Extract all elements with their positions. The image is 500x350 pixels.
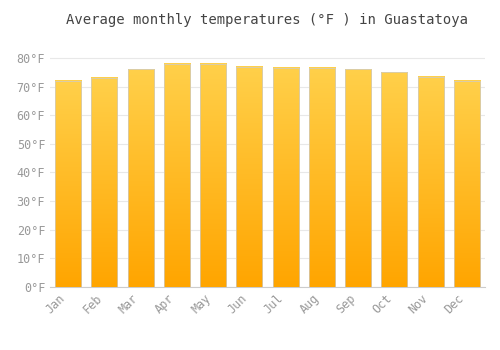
Bar: [200, 64, 226, 287]
Bar: [382, 72, 407, 287]
Bar: [164, 64, 190, 287]
Bar: [55, 81, 81, 287]
Bar: [309, 68, 335, 287]
Bar: [200, 64, 226, 287]
Bar: [236, 66, 262, 287]
Bar: [272, 68, 298, 287]
Bar: [382, 72, 407, 287]
Bar: [418, 77, 444, 287]
Bar: [92, 78, 118, 287]
Bar: [128, 69, 154, 287]
Bar: [92, 78, 118, 287]
Bar: [345, 69, 371, 287]
Bar: [454, 81, 480, 287]
Bar: [272, 68, 298, 287]
Bar: [128, 69, 154, 287]
Bar: [418, 77, 444, 287]
Bar: [309, 68, 335, 287]
Bar: [454, 81, 480, 287]
Title: Average monthly temperatures (°F ) in Guastatoya: Average monthly temperatures (°F ) in Gu…: [66, 13, 468, 27]
Bar: [345, 69, 371, 287]
Bar: [55, 81, 81, 287]
Bar: [164, 64, 190, 287]
Bar: [236, 66, 262, 287]
